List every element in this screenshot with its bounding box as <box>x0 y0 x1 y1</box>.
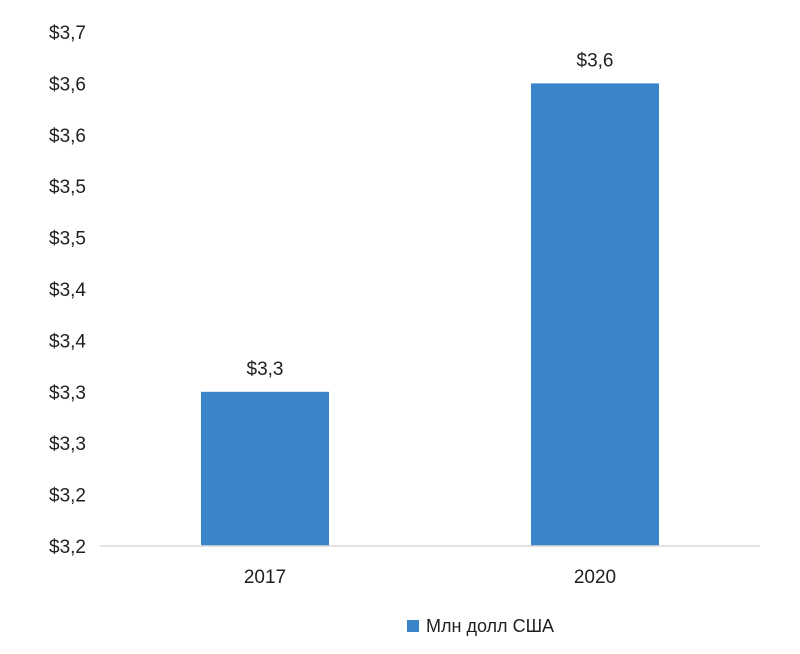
data-label-2020: $3,6 <box>577 50 614 71</box>
bar-2020 <box>531 83 659 547</box>
x-axis-category-labels: 2017 2020 <box>244 567 616 588</box>
bar-2017 <box>201 391 329 546</box>
legend: Млн долл США <box>407 616 554 636</box>
y-tick-label: $3,7 <box>49 23 86 44</box>
y-tick-label: $3,4 <box>49 331 86 352</box>
y-tick-label: $3,6 <box>49 74 86 95</box>
data-label-2017: $3,3 <box>247 359 284 380</box>
x-tick-label-2020: 2020 <box>574 567 616 588</box>
y-tick-label: $3,2 <box>49 537 86 558</box>
y-tick-label: $3,2 <box>49 486 86 507</box>
y-tick-label: $3,4 <box>49 280 86 301</box>
data-labels: $3,3 $3,6 <box>247 50 614 379</box>
y-tick-label: $3,3 <box>49 434 86 455</box>
y-axis-tick-labels: $3,2 $3,2 $3,3 $3,3 $3,4 $3,4 $3,5 $3,5 $3,6 $3,6… <box>49 23 86 558</box>
legend-label: Млн долл США <box>426 616 554 636</box>
y-tick-label: $3,5 <box>49 177 86 198</box>
y-tick-label: $3,6 <box>49 126 86 147</box>
legend-swatch <box>407 620 419 632</box>
bars <box>201 83 659 547</box>
x-tick-label-2017: 2017 <box>244 567 286 588</box>
y-tick-label: $3,5 <box>49 229 86 250</box>
y-tick-label: $3,3 <box>49 383 86 404</box>
